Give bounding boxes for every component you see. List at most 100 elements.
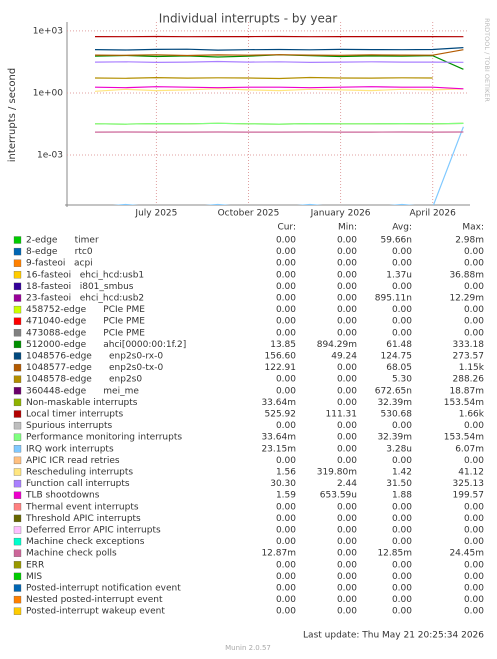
legend-swatch	[13, 537, 22, 546]
legend-stat: 895.11n	[375, 294, 412, 304]
legend-stat: 1.42	[392, 468, 412, 478]
legend-swatch	[13, 282, 22, 291]
legend-stat: 0.00	[392, 537, 412, 547]
legend-stat: 0.00	[337, 560, 357, 570]
legend-stat: 36.88m	[449, 270, 484, 280]
legend-name: Local timer interrupts	[26, 410, 124, 420]
legend-stat: 0.00	[464, 514, 484, 524]
legend-stat: 0.00	[464, 328, 484, 338]
legend-stat: 0.00	[337, 456, 357, 466]
legend-swatch	[13, 491, 22, 499]
legend-stat: 0.00	[276, 386, 296, 396]
legend-stat: 0.00	[464, 607, 484, 617]
legend-swatch	[13, 387, 22, 395]
legend-stat: 0.00	[276, 560, 296, 570]
series-line	[94, 88, 464, 92]
legend-stat: 1.66k	[459, 410, 485, 420]
legend-stat: 32.39m	[377, 433, 412, 443]
legend-stat: 153.54m	[444, 433, 484, 443]
legend-stat: 0.00	[392, 572, 412, 582]
legend-name: 458752-edge PCIe PME	[26, 305, 145, 315]
legend-stat: 2.98m	[455, 236, 484, 246]
legend-stat: 0.00	[276, 317, 296, 327]
legend-name: Spurious interrupts	[26, 421, 113, 431]
legend-stat: 0.00	[337, 433, 357, 443]
legend-name: Machine check polls	[26, 549, 117, 559]
legend-stat: 0.00	[337, 236, 357, 246]
legend-swatch	[13, 375, 22, 383]
legend-name: Posted-interrupt wakeup event	[26, 607, 165, 617]
legend-stat: 5.30	[392, 375, 412, 385]
legend-stat: 0.00	[337, 398, 357, 408]
legend-stat: 0.00	[464, 572, 484, 582]
legend-stat: 0.00	[276, 584, 296, 594]
legend-stat: 0.00	[337, 537, 357, 547]
legend-stat: 30.30	[270, 479, 296, 489]
legend-swatch	[13, 305, 22, 314]
legend-stat: 0.00	[464, 537, 484, 547]
legend-stat: 0.00	[337, 305, 357, 315]
legend-stat: 672.65n	[375, 386, 412, 396]
legend-stat: 0.00	[337, 375, 357, 385]
legend-stat: 0.00	[464, 502, 484, 512]
x-tick-label: April 2026	[410, 209, 457, 219]
legend-name: TLB shootdowns	[25, 491, 100, 501]
legend-stat: 0.00	[464, 421, 484, 431]
legend-header: Cur:	[277, 223, 296, 233]
legend-header: Avg:	[392, 223, 412, 233]
legend-swatch	[13, 236, 22, 244]
legend-name: Non-maskable interrupts	[26, 398, 138, 408]
legend-stat: 0.00	[464, 526, 484, 536]
legend-stat: 0.00	[392, 259, 412, 269]
legend-name: 18-fasteoi i801_smbus	[26, 282, 134, 292]
legend-stat: 124.75	[381, 352, 413, 362]
legend-stat: 1.15k	[459, 363, 485, 373]
legend-name: APIC ICR read retries	[26, 456, 120, 466]
legend-stat: 525.92	[265, 410, 297, 420]
legend-stat: 530.68	[381, 410, 413, 420]
legend-swatch	[13, 259, 22, 267]
legend-stat: 0.00	[337, 421, 357, 431]
legend-swatch	[13, 456, 22, 465]
legend-stat: 894.29m	[317, 340, 357, 350]
legend-name: 8-edge rtc0	[26, 247, 93, 257]
legend-stat: 273.57	[453, 352, 485, 362]
y-tick-label: 1e+03	[33, 26, 63, 36]
legend-swatch	[13, 247, 22, 256]
legend-name: 23-fasteoi ehci_hcd:usb2	[26, 294, 144, 304]
legend-stat: 0.00	[276, 259, 296, 269]
legend-stat: 68.05	[386, 363, 412, 373]
legend-stat: 0.00	[337, 502, 357, 512]
legend-stat: 0.00	[392, 595, 412, 605]
legend-stat: 1.56	[276, 468, 296, 478]
legend-stat: 325.13	[453, 479, 485, 489]
legend-stat: 6.07m	[455, 444, 484, 454]
legend-stat: 33.64m	[261, 398, 296, 408]
legend-stat: 0.00	[392, 317, 412, 327]
legend-stat: 0.00	[276, 328, 296, 338]
legend-stat: 31.50	[386, 479, 412, 489]
legend-swatch	[13, 468, 22, 476]
legend-name: Nested posted-interrupt event	[26, 595, 163, 605]
legend-name: 473088-edge PCIe PME	[26, 328, 145, 338]
legend-name: Performance monitoring interrupts	[26, 433, 182, 443]
legend-name: ERR	[26, 560, 44, 570]
legend-stat: 0.00	[464, 560, 484, 570]
legend-stat: 0.00	[276, 294, 296, 304]
legend-stat: 199.57	[453, 491, 485, 501]
legend-stat: 0.00	[337, 572, 357, 582]
legend-stat: 0.00	[392, 526, 412, 536]
legend-stat: 0.00	[276, 514, 296, 524]
legend-stat: 0.00	[337, 526, 357, 536]
series-line	[94, 122, 464, 125]
legend-stat: 24.45m	[449, 549, 484, 559]
legend-swatch	[13, 271, 22, 279]
legend-stat: 0.00	[392, 607, 412, 617]
legend-name: 2-edge timer	[26, 236, 99, 246]
series-line	[94, 60, 464, 64]
legend-name: Machine check exceptions	[26, 537, 145, 547]
legend-name: 471040-edge PCIe PME	[26, 317, 145, 327]
legend-stat: 0.00	[392, 282, 412, 292]
legend-stat: 23.15m	[261, 444, 296, 454]
legend-swatch	[13, 445, 22, 453]
